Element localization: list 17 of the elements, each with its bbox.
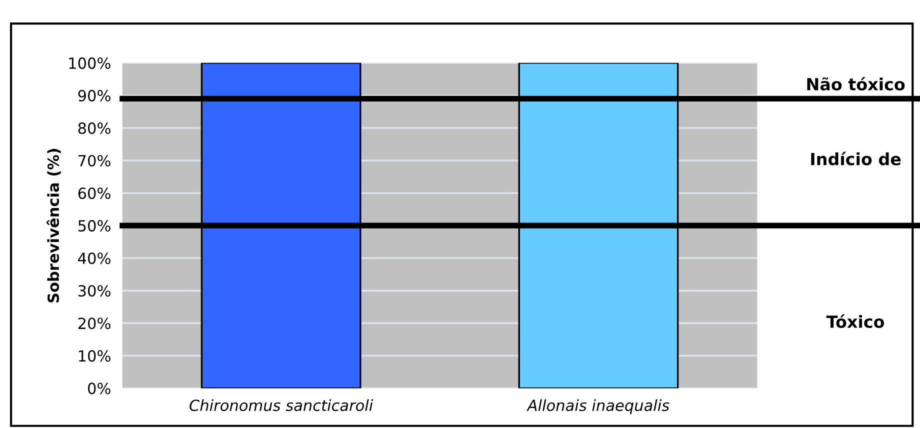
y-tick-label: 40% (78, 252, 110, 264)
y-tick-label: 10% (78, 350, 110, 362)
text: Tóxico (826, 314, 884, 328)
y-tick-label: 70% (78, 154, 110, 167)
y-axis-title: Sobrevivência (%) (46, 148, 61, 302)
x-tick-label: Chironomus sancticaroli (190, 399, 374, 412)
y-tick-label: 90% (78, 90, 110, 102)
y-tick-label: 0% (88, 382, 110, 394)
y-tick-label: 60% (78, 187, 110, 200)
text: Não tóxico (807, 76, 905, 91)
y-tick-label: 50% (78, 220, 110, 232)
y-tick-label: 80% (78, 122, 110, 134)
y-tick-label: 20% (78, 318, 110, 330)
y-tick-label: 100% (69, 57, 110, 69)
y-tick-label: 30% (78, 285, 110, 297)
text: Indício de (811, 152, 901, 166)
x-tick-label: Allonais inaequalis (526, 399, 670, 414)
